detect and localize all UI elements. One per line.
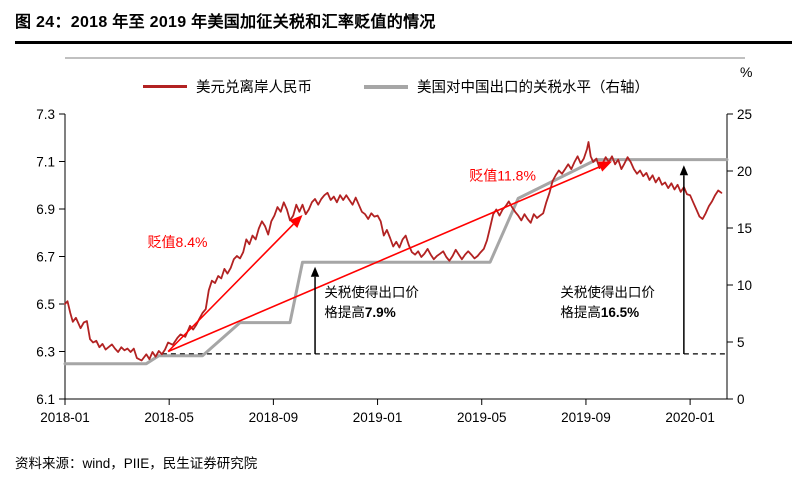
annotation-text: 关税使得出口价格提高16.5% [560, 284, 655, 320]
legend-label-tariff: 美国对中国出口的关税水平（右轴） [417, 80, 649, 96]
right-tick-label: 0 [737, 392, 745, 407]
page: { "page": { "title": "图 24：2018 年至 2019 … [0, 8, 807, 492]
legend-item-usdcnh: 美元兑离岸人民币 [143, 76, 312, 97]
x-tick-label: 2019-09 [561, 410, 611, 425]
annotation-text: 贬值8.4% [148, 234, 208, 250]
x-tick-label: 2020-01 [665, 410, 715, 425]
arrow-line [167, 165, 601, 353]
source-note: 资料来源：wind，PIIE，民生证券研究院 [15, 456, 258, 471]
figure-header: 图 24：2018 年至 2019 年美国加征关税和汇率贬值的情况 [15, 8, 792, 44]
right-tick-label: 15 [737, 221, 752, 236]
red-line-swatch-icon [143, 85, 187, 88]
x-tick-label: 2018-05 [144, 410, 194, 425]
left-tick-label: 7.1 [36, 155, 55, 170]
chart-legend: 美元兑离岸人民币 美国对中国出口的关税水平（右轴） [65, 76, 727, 97]
series-line [63, 158, 729, 366]
right-tick-label: 25 [737, 107, 752, 122]
left-tick-label: 6.3 [36, 345, 55, 360]
left-tick-label: 6.9 [36, 202, 55, 217]
x-tick-label: 2019-05 [457, 410, 507, 425]
legend-label-usdcnh: 美元兑离岸人民币 [196, 80, 312, 96]
left-tick-label: 7.3 [36, 107, 55, 122]
annotation-text: 关税使得出口价格提高7.9% [324, 284, 419, 320]
arrow-line [167, 223, 294, 353]
x-tick-label: 2018-09 [249, 410, 299, 425]
x-tick-label: 2018-01 [40, 410, 90, 425]
left-tick-label: 6.5 [36, 297, 55, 312]
series-line [64, 141, 723, 362]
right-tick-label: 10 [737, 278, 752, 293]
annotation-text: 贬值11.8% [469, 168, 536, 184]
arrow-head-icon [679, 165, 689, 176]
right-axis-unit: % [740, 64, 753, 80]
figure-title: 图 24：2018 年至 2019 年美国加征关税和汇率贬值的情况 [15, 14, 436, 31]
plot-svg: 7.3 7.1 6.9 6.7 6.5 6.3 6.1 25 20 15 10 5 0 2018-01 20… [36, 57, 752, 425]
arrow-head-icon [289, 214, 303, 228]
right-tick-label: 20 [737, 164, 752, 179]
chart: 美元兑离岸人民币 美国对中国出口的关税水平（右轴） % 7.3 7.1 6.9 6.7… [0, 44, 807, 450]
legend-item-tariff: 美国对中国出口的关税水平（右轴） [364, 76, 649, 97]
gray-line-swatch-icon [364, 84, 408, 89]
left-tick-label: 6.7 [36, 250, 55, 265]
right-tick-label: 5 [737, 335, 745, 350]
arrow-head-icon [310, 266, 320, 277]
left-tick-label: 6.1 [36, 392, 55, 407]
arrow-head-icon [597, 161, 612, 172]
x-tick-label: 2019-01 [353, 410, 403, 425]
